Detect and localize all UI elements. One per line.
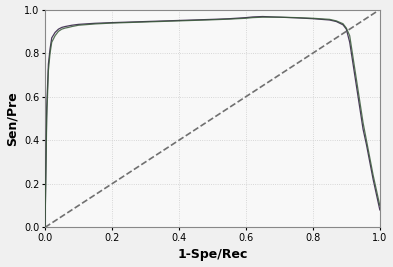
X-axis label: 1-Spe/Rec: 1-Spe/Rec [177, 249, 248, 261]
Y-axis label: Sen/Pre: Sen/Pre [6, 91, 18, 146]
